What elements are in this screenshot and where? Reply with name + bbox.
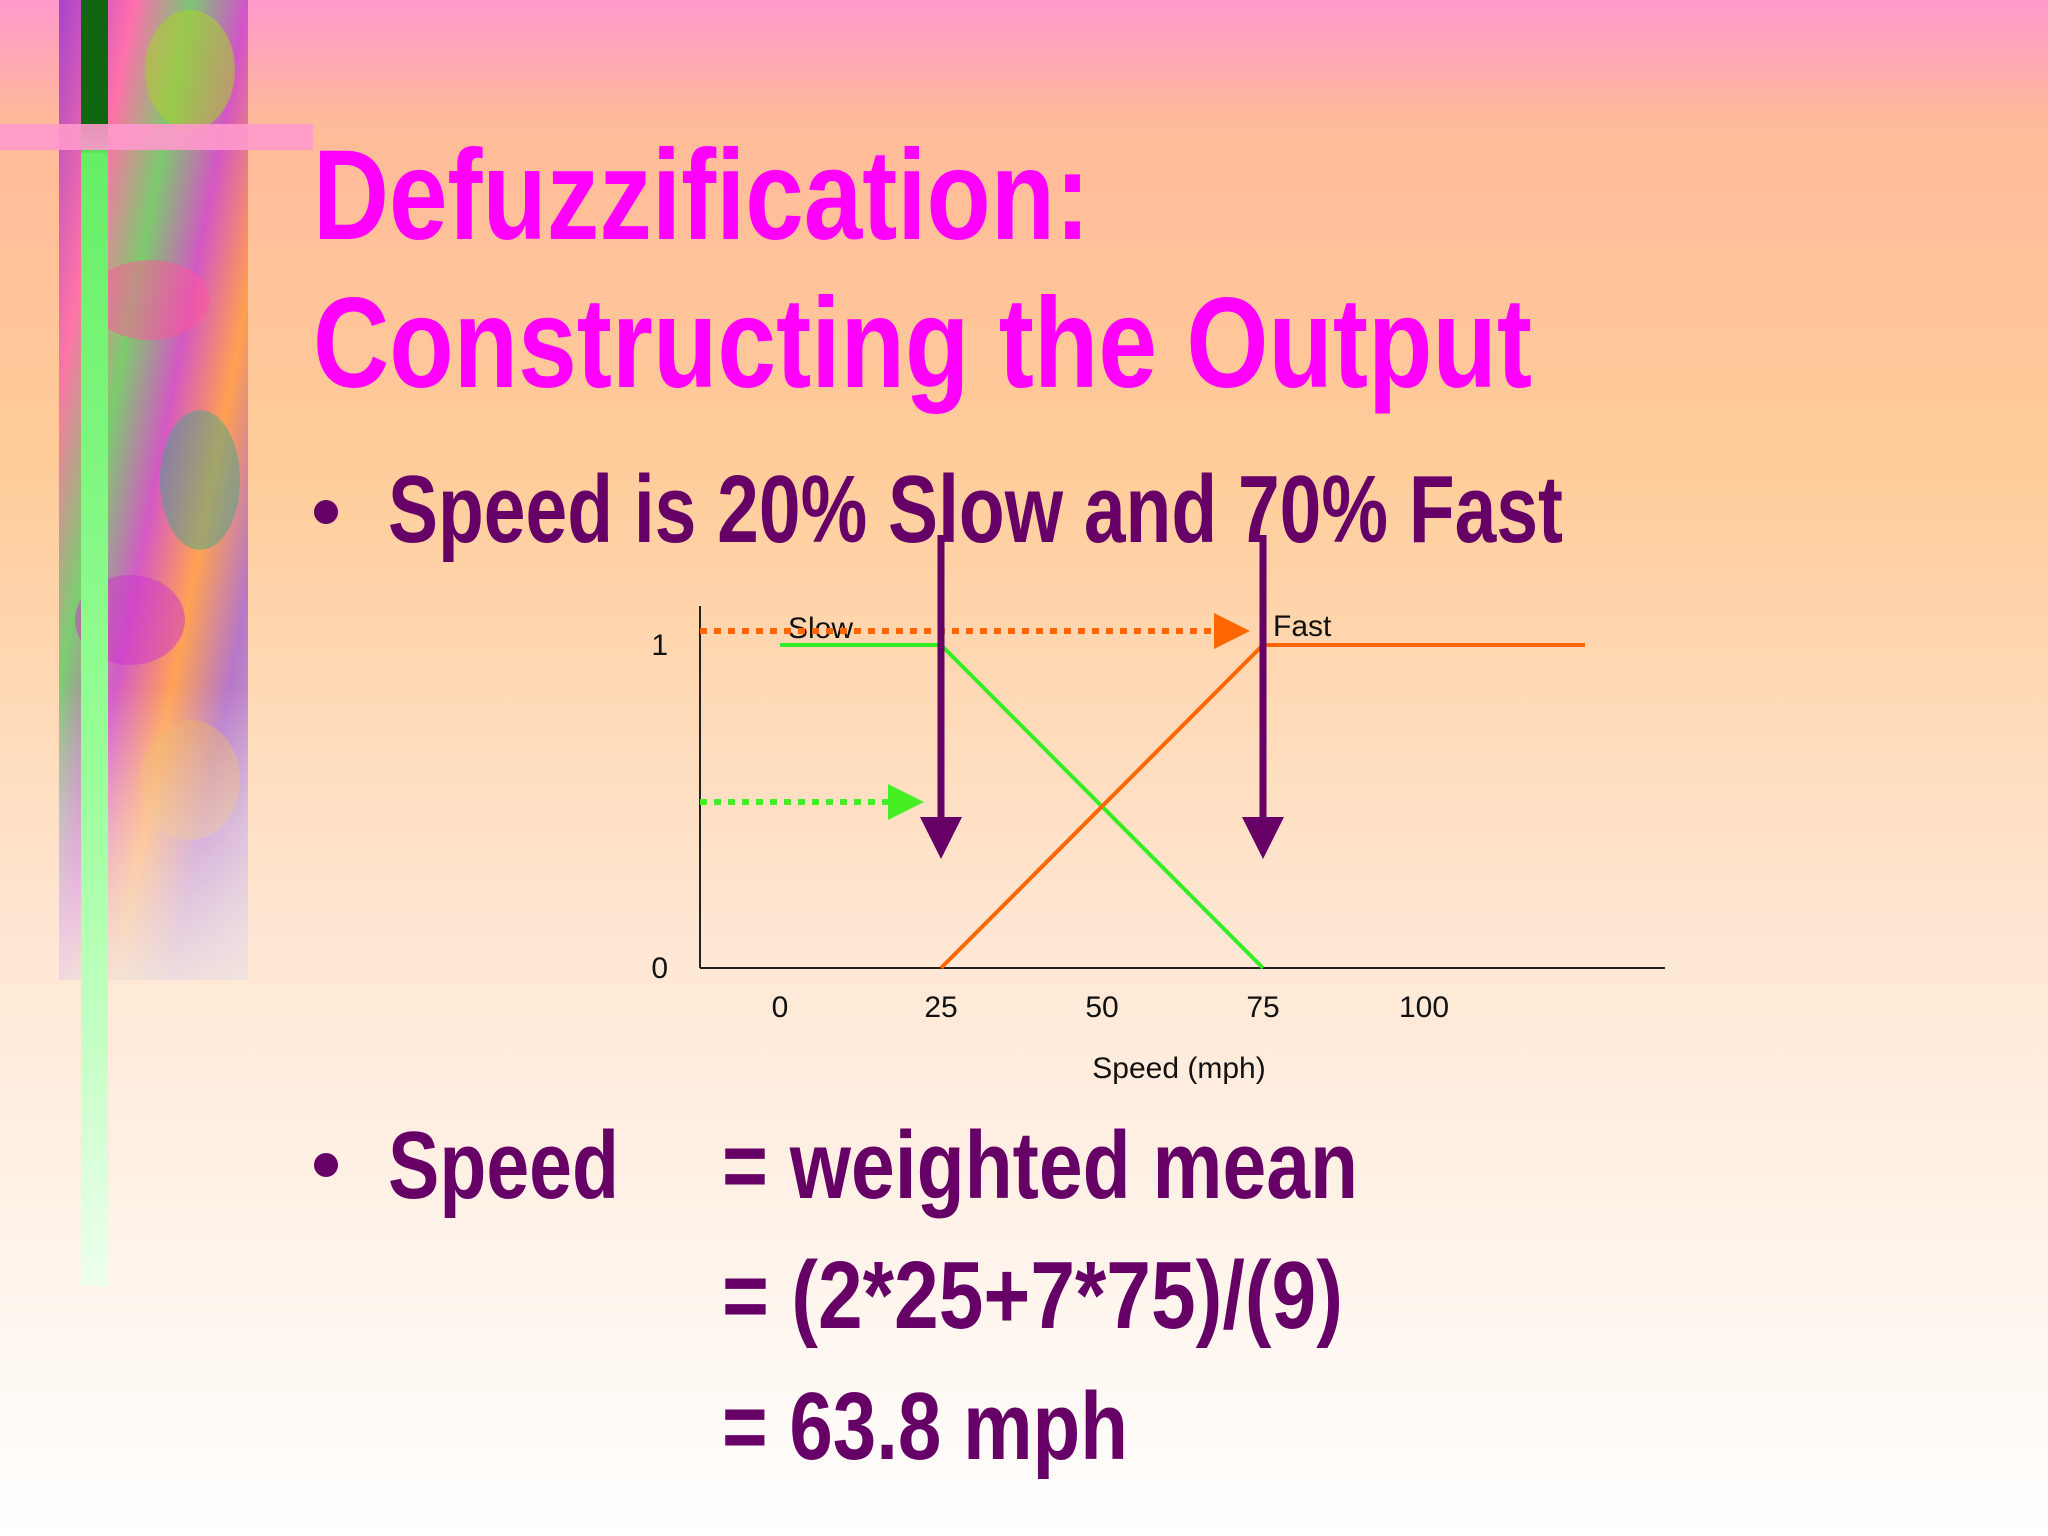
annotation-arrows: [700, 535, 1284, 859]
formula-line: = weighted mean: [722, 1112, 1358, 1219]
title-line: Defuzzification:: [313, 124, 1090, 267]
y-tick-label: 1: [651, 629, 668, 662]
series-label: Fast: [1273, 610, 1332, 643]
bullet-label: Speed: [388, 1112, 619, 1219]
side-decoration: [0, 0, 313, 1286]
formula-line: = 63.8 mph: [722, 1373, 1128, 1480]
x-tick-label: 0: [772, 991, 789, 1024]
bullet-dot: [314, 1153, 338, 1177]
green-bar: [81, 0, 108, 1286]
x-tick-label: 25: [924, 991, 957, 1024]
pink-bar: [0, 124, 313, 150]
y-tick-label: 0: [651, 952, 668, 985]
bullet-text: Speed is 20% Slow and 70% Fast: [388, 456, 1563, 563]
title-line: Constructing the Output: [313, 272, 1532, 415]
x-tick-label: 100: [1399, 991, 1449, 1024]
x-axis-label: Speed (mph): [1092, 1052, 1265, 1085]
x-tick-label: 50: [1085, 991, 1118, 1024]
formula-line: = (2*25+7*75)/(9): [722, 1242, 1343, 1349]
bullet-dot: [314, 500, 338, 524]
x-tick-label: 75: [1246, 991, 1279, 1024]
